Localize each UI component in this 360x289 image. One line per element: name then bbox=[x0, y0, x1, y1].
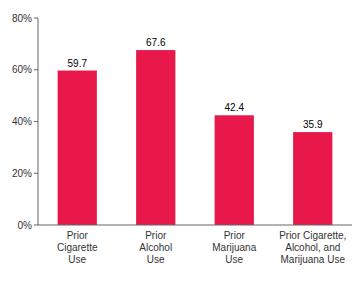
x-tick-label: PriorCigaretteUse bbox=[57, 230, 98, 265]
x-tick-label-line: Use bbox=[225, 254, 243, 265]
chart-container: 0%20%40%60%80%59.767.642.435.9PriorCigar… bbox=[0, 0, 360, 289]
x-tick-label: PriorAlcoholUse bbox=[139, 230, 172, 265]
data-label: 67.6 bbox=[146, 37, 166, 48]
bar bbox=[58, 71, 97, 225]
x-tick-label-line: Prior Cigarette, bbox=[279, 230, 346, 241]
x-axis-line bbox=[38, 225, 352, 226]
y-tick bbox=[34, 69, 38, 70]
y-tick-label: 0% bbox=[18, 220, 33, 231]
y-axis-line bbox=[38, 18, 39, 225]
x-tick-label-line: Marijuana Use bbox=[281, 254, 346, 265]
x-tick-label-line: Prior bbox=[145, 230, 167, 241]
y-tick bbox=[34, 225, 38, 226]
bars bbox=[58, 50, 333, 225]
data-label: 59.7 bbox=[68, 58, 88, 69]
y-tick-label: 60% bbox=[12, 64, 32, 75]
bar bbox=[215, 115, 254, 225]
x-tick-label-line: Marijuana bbox=[212, 242, 256, 253]
x-tick-label-line: Use bbox=[147, 254, 165, 265]
data-label: 42.4 bbox=[225, 102, 245, 113]
chart: 0%20%40%60%80%59.767.642.435.9PriorCigar… bbox=[0, 0, 360, 289]
x-tick-label-line: Prior bbox=[67, 230, 89, 241]
x-tick-label: Prior Cigarette,Alcohol, andMarijuana Us… bbox=[279, 230, 346, 265]
bar bbox=[136, 50, 175, 225]
x-tick-label-line: Cigarette bbox=[57, 242, 98, 253]
y-tick bbox=[34, 18, 38, 19]
data-label: 35.9 bbox=[303, 119, 323, 130]
y-tick-label: 40% bbox=[12, 116, 32, 127]
bar bbox=[293, 132, 332, 225]
y-tick-label: 20% bbox=[12, 168, 32, 179]
y-tick bbox=[34, 121, 38, 122]
x-tick-label: PriorMarijuanaUse bbox=[212, 230, 256, 265]
y-tick bbox=[34, 173, 38, 174]
x-tick-label-line: Prior bbox=[224, 230, 246, 241]
y-tick-label: 80% bbox=[12, 13, 32, 24]
x-tick-label-line: Alcohol bbox=[139, 242, 172, 253]
x-tick-label-line: Use bbox=[68, 254, 86, 265]
x-tick-label-line: Alcohol, and bbox=[285, 242, 340, 253]
